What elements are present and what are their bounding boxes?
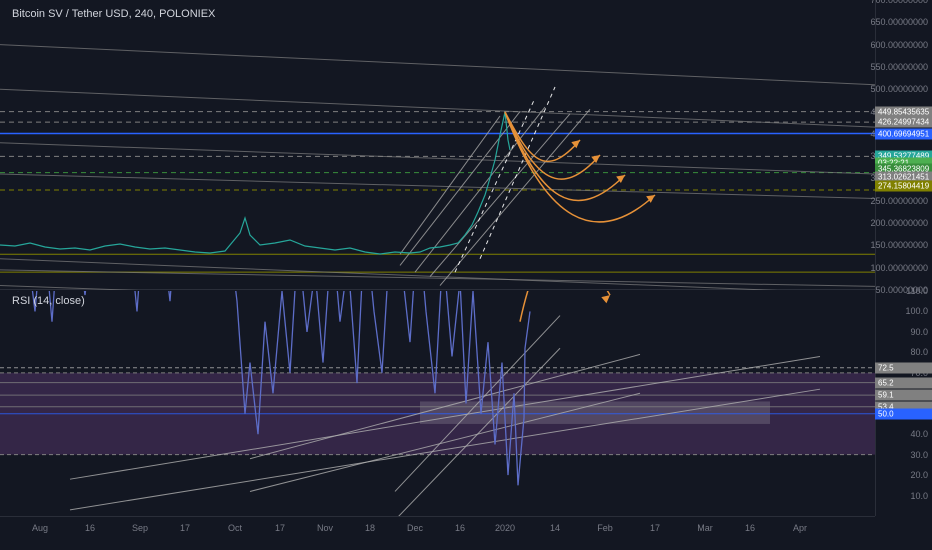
time-tick: 16 [85, 523, 95, 533]
time-tick: Feb [597, 523, 613, 533]
price-ytick: 100.00000000 [870, 263, 928, 273]
time-tick: Sep [132, 523, 148, 533]
price-ytick: 500.00000000 [870, 84, 928, 94]
rsi-pane[interactable]: RSI (14, close) [0, 291, 875, 516]
rsi-tag: 59.1 [875, 390, 932, 401]
rsi-ytick: 110.0 [906, 286, 928, 296]
price-ytick: 200.00000000 [870, 218, 928, 228]
rsi-canvas [0, 291, 875, 516]
time-tick: Mar [697, 523, 713, 533]
price-pane[interactable]: Bitcoin SV / Tether USD, 240, POLONIEX [0, 0, 875, 290]
tradingview-chart: Bitcoin SV / Tether USD, 240, POLONIEX R… [0, 0, 932, 550]
rsi-ytick: 100.0 [905, 306, 928, 316]
rsi-title: RSI (14, close) [12, 295, 85, 307]
time-tick: 2020 [495, 523, 515, 533]
price-tag: 426.24997434 [875, 117, 932, 128]
price-tag: 400.69694951 [875, 128, 932, 139]
time-tick: 18 [365, 523, 375, 533]
rsi-tag: 50.0 [875, 408, 932, 419]
price-tag: 449.85435635 [875, 106, 932, 117]
time-tick: Dec [407, 523, 423, 533]
rsi-tag: 65.2 [875, 377, 932, 388]
price-canvas [0, 0, 875, 290]
rsi-tag: 72.5 [875, 362, 932, 373]
time-tick: Aug [32, 523, 48, 533]
rsi-ytick: 40.0 [910, 429, 928, 439]
time-tick: Oct [228, 523, 242, 533]
rsi-ytick: 20.0 [910, 470, 928, 480]
time-tick: 16 [745, 523, 755, 533]
y-axis-right: 50.00000000100.00000000150.00000000200.0… [875, 0, 932, 516]
price-ytick: 150.00000000 [870, 240, 928, 250]
time-tick: 17 [650, 523, 660, 533]
time-tick: 14 [550, 523, 560, 533]
price-ytick: 650.00000000 [870, 17, 928, 27]
price-ytick: 600.00000000 [870, 40, 928, 50]
chart-title: Bitcoin SV / Tether USD, 240, POLONIEX [12, 8, 215, 20]
time-tick: 17 [180, 523, 190, 533]
price-ytick: 250.00000000 [870, 196, 928, 206]
rsi-ytick: 90.0 [910, 327, 928, 337]
rsi-ytick: 10.0 [910, 491, 928, 501]
time-tick: 16 [455, 523, 465, 533]
price-ytick: 550.00000000 [870, 62, 928, 72]
price-tag: 274.15804419 [875, 180, 932, 191]
time-tick: 17 [275, 523, 285, 533]
rsi-ytick: 80.0 [910, 347, 928, 357]
price-ytick: 700.00000000 [870, 0, 928, 5]
time-tick: Nov [317, 523, 333, 533]
time-axis: Aug 16 Sep 17 Oct 17 Nov 18 Dec 16 2020 14 Feb 17 Mar 1… [0, 516, 875, 550]
time-tick: Apr [793, 523, 807, 533]
rsi-ytick: 30.0 [910, 450, 928, 460]
